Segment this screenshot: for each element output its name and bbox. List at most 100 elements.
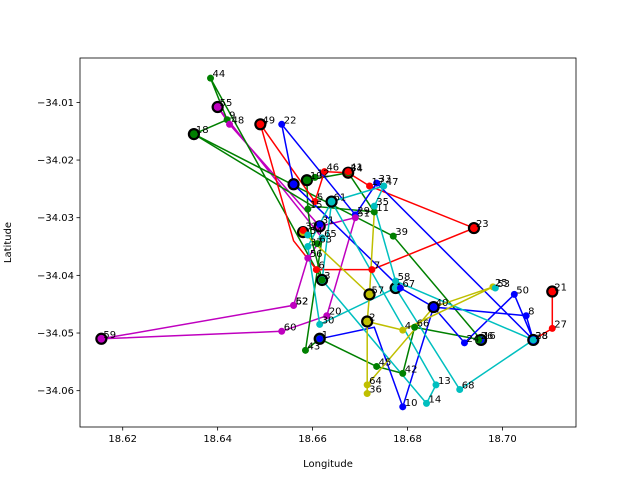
route-line-6 xyxy=(280,123,535,344)
point-label-15: 15 xyxy=(310,200,323,211)
point-label-14: 14 xyxy=(428,394,441,405)
x-tick-label: 18.62 xyxy=(108,434,137,445)
point-marker-2 xyxy=(363,317,371,325)
point-label-30: 30 xyxy=(322,315,335,326)
point-marker-5 xyxy=(311,198,319,206)
y-tick-label: −34.01 xyxy=(37,98,74,109)
y-tick-label: −34.05 xyxy=(37,329,74,340)
point-marker-53 xyxy=(491,284,499,292)
y-axis-label: Latitude xyxy=(3,222,14,263)
point-marker-49 xyxy=(256,120,264,128)
point-label-57: 57 xyxy=(372,285,385,296)
point-marker-24 xyxy=(460,339,468,347)
point-label-43: 43 xyxy=(307,341,320,352)
x-axis-label: Longitude xyxy=(303,459,353,470)
point-label-66: 66 xyxy=(417,318,430,329)
point-marker-41 xyxy=(344,168,352,176)
point-marker-35 xyxy=(370,202,378,210)
point-marker-38 xyxy=(529,336,537,344)
x-tick-label: 18.68 xyxy=(393,434,422,445)
point-label-42: 42 xyxy=(405,364,418,375)
point-marker-59 xyxy=(97,335,105,343)
point-marker-66 xyxy=(411,323,419,331)
point-label-44: 44 xyxy=(213,69,226,80)
point-label-41: 41 xyxy=(350,163,363,174)
x-tick-label: 18.64 xyxy=(203,434,232,445)
point-label-13: 13 xyxy=(438,376,451,387)
point-label-31: 31 xyxy=(322,216,335,227)
point-label-40: 40 xyxy=(436,298,449,309)
point-label-35: 35 xyxy=(376,197,389,208)
point-marker-57 xyxy=(366,290,374,298)
point-label-2: 2 xyxy=(369,312,375,323)
point-label-23: 23 xyxy=(476,219,489,230)
point-label-33: 33 xyxy=(379,174,392,185)
point-marker-47 xyxy=(380,182,388,190)
plot-frame xyxy=(79,57,577,428)
point-marker-19 xyxy=(304,176,312,184)
point-label-58: 58 xyxy=(398,272,411,283)
point-marker-55 xyxy=(214,103,222,111)
point-label-10: 10 xyxy=(405,398,418,409)
point-marker-22 xyxy=(278,120,286,128)
point-marker-45 xyxy=(373,362,381,370)
point-marker-43 xyxy=(301,346,309,354)
point-marker-10 xyxy=(399,403,407,411)
route-line-7 xyxy=(293,183,435,410)
point-label-27: 27 xyxy=(554,319,567,330)
points-layer xyxy=(97,74,556,411)
point-label-16: 16 xyxy=(483,331,496,342)
point-label-65: 65 xyxy=(324,229,337,240)
point-marker-68 xyxy=(456,386,464,394)
point-marker-56 xyxy=(304,254,312,262)
point-marker-17 xyxy=(366,182,374,190)
point-label-1: 1 xyxy=(322,330,328,341)
point-marker-4 xyxy=(399,326,407,334)
point-label-17: 17 xyxy=(372,177,385,188)
y-tick-label: −34.03 xyxy=(37,213,74,224)
point-marker-12 xyxy=(311,173,319,181)
point-label-19: 19 xyxy=(310,171,323,182)
point-marker-27 xyxy=(548,324,556,332)
point-label-45: 45 xyxy=(379,357,392,368)
point-label-21: 21 xyxy=(554,283,567,294)
point-marker-64 xyxy=(363,381,371,389)
point-marker-60 xyxy=(278,327,286,335)
point-label-12: 12 xyxy=(317,168,330,179)
point-label-62: 62 xyxy=(296,296,309,307)
point-label-4: 4 xyxy=(405,321,411,332)
point-label-22: 22 xyxy=(284,115,297,126)
point-label-9: 9 xyxy=(229,111,235,122)
route-line-8 xyxy=(307,184,535,391)
point-label-55: 55 xyxy=(220,98,233,109)
point-label-68: 68 xyxy=(462,381,475,392)
x-tick-label: 18.66 xyxy=(298,434,327,445)
point-marker-11 xyxy=(370,208,378,216)
point-marker-8 xyxy=(522,312,530,320)
point-label-25: 25 xyxy=(495,278,508,289)
point-label-49: 49 xyxy=(262,115,275,126)
point-label-36: 36 xyxy=(369,385,382,396)
point-label-20: 20 xyxy=(329,307,342,318)
point-label-5: 5 xyxy=(317,193,323,204)
point-marker-62 xyxy=(290,301,298,309)
point-marker-23 xyxy=(470,224,478,232)
point-marker-61 xyxy=(328,198,336,206)
point-label-39: 39 xyxy=(395,227,408,238)
point-marker-54 xyxy=(304,231,312,239)
y-tick-label: −34.06 xyxy=(37,386,74,397)
point-label-56: 56 xyxy=(310,249,323,260)
point-marker-30 xyxy=(316,320,324,328)
route-line-4 xyxy=(259,123,476,271)
point-label-38: 38 xyxy=(535,331,548,342)
point-label-34: 34 xyxy=(350,164,363,175)
point-label-3: 3 xyxy=(324,271,330,282)
point-label-48: 48 xyxy=(232,115,245,126)
point-marker-40 xyxy=(430,303,438,311)
point-marker-33 xyxy=(373,179,381,187)
point-label-67: 67 xyxy=(402,279,415,290)
point-label-51: 51 xyxy=(357,209,370,220)
point-marker-1 xyxy=(316,335,324,343)
point-label-61: 61 xyxy=(334,193,347,204)
